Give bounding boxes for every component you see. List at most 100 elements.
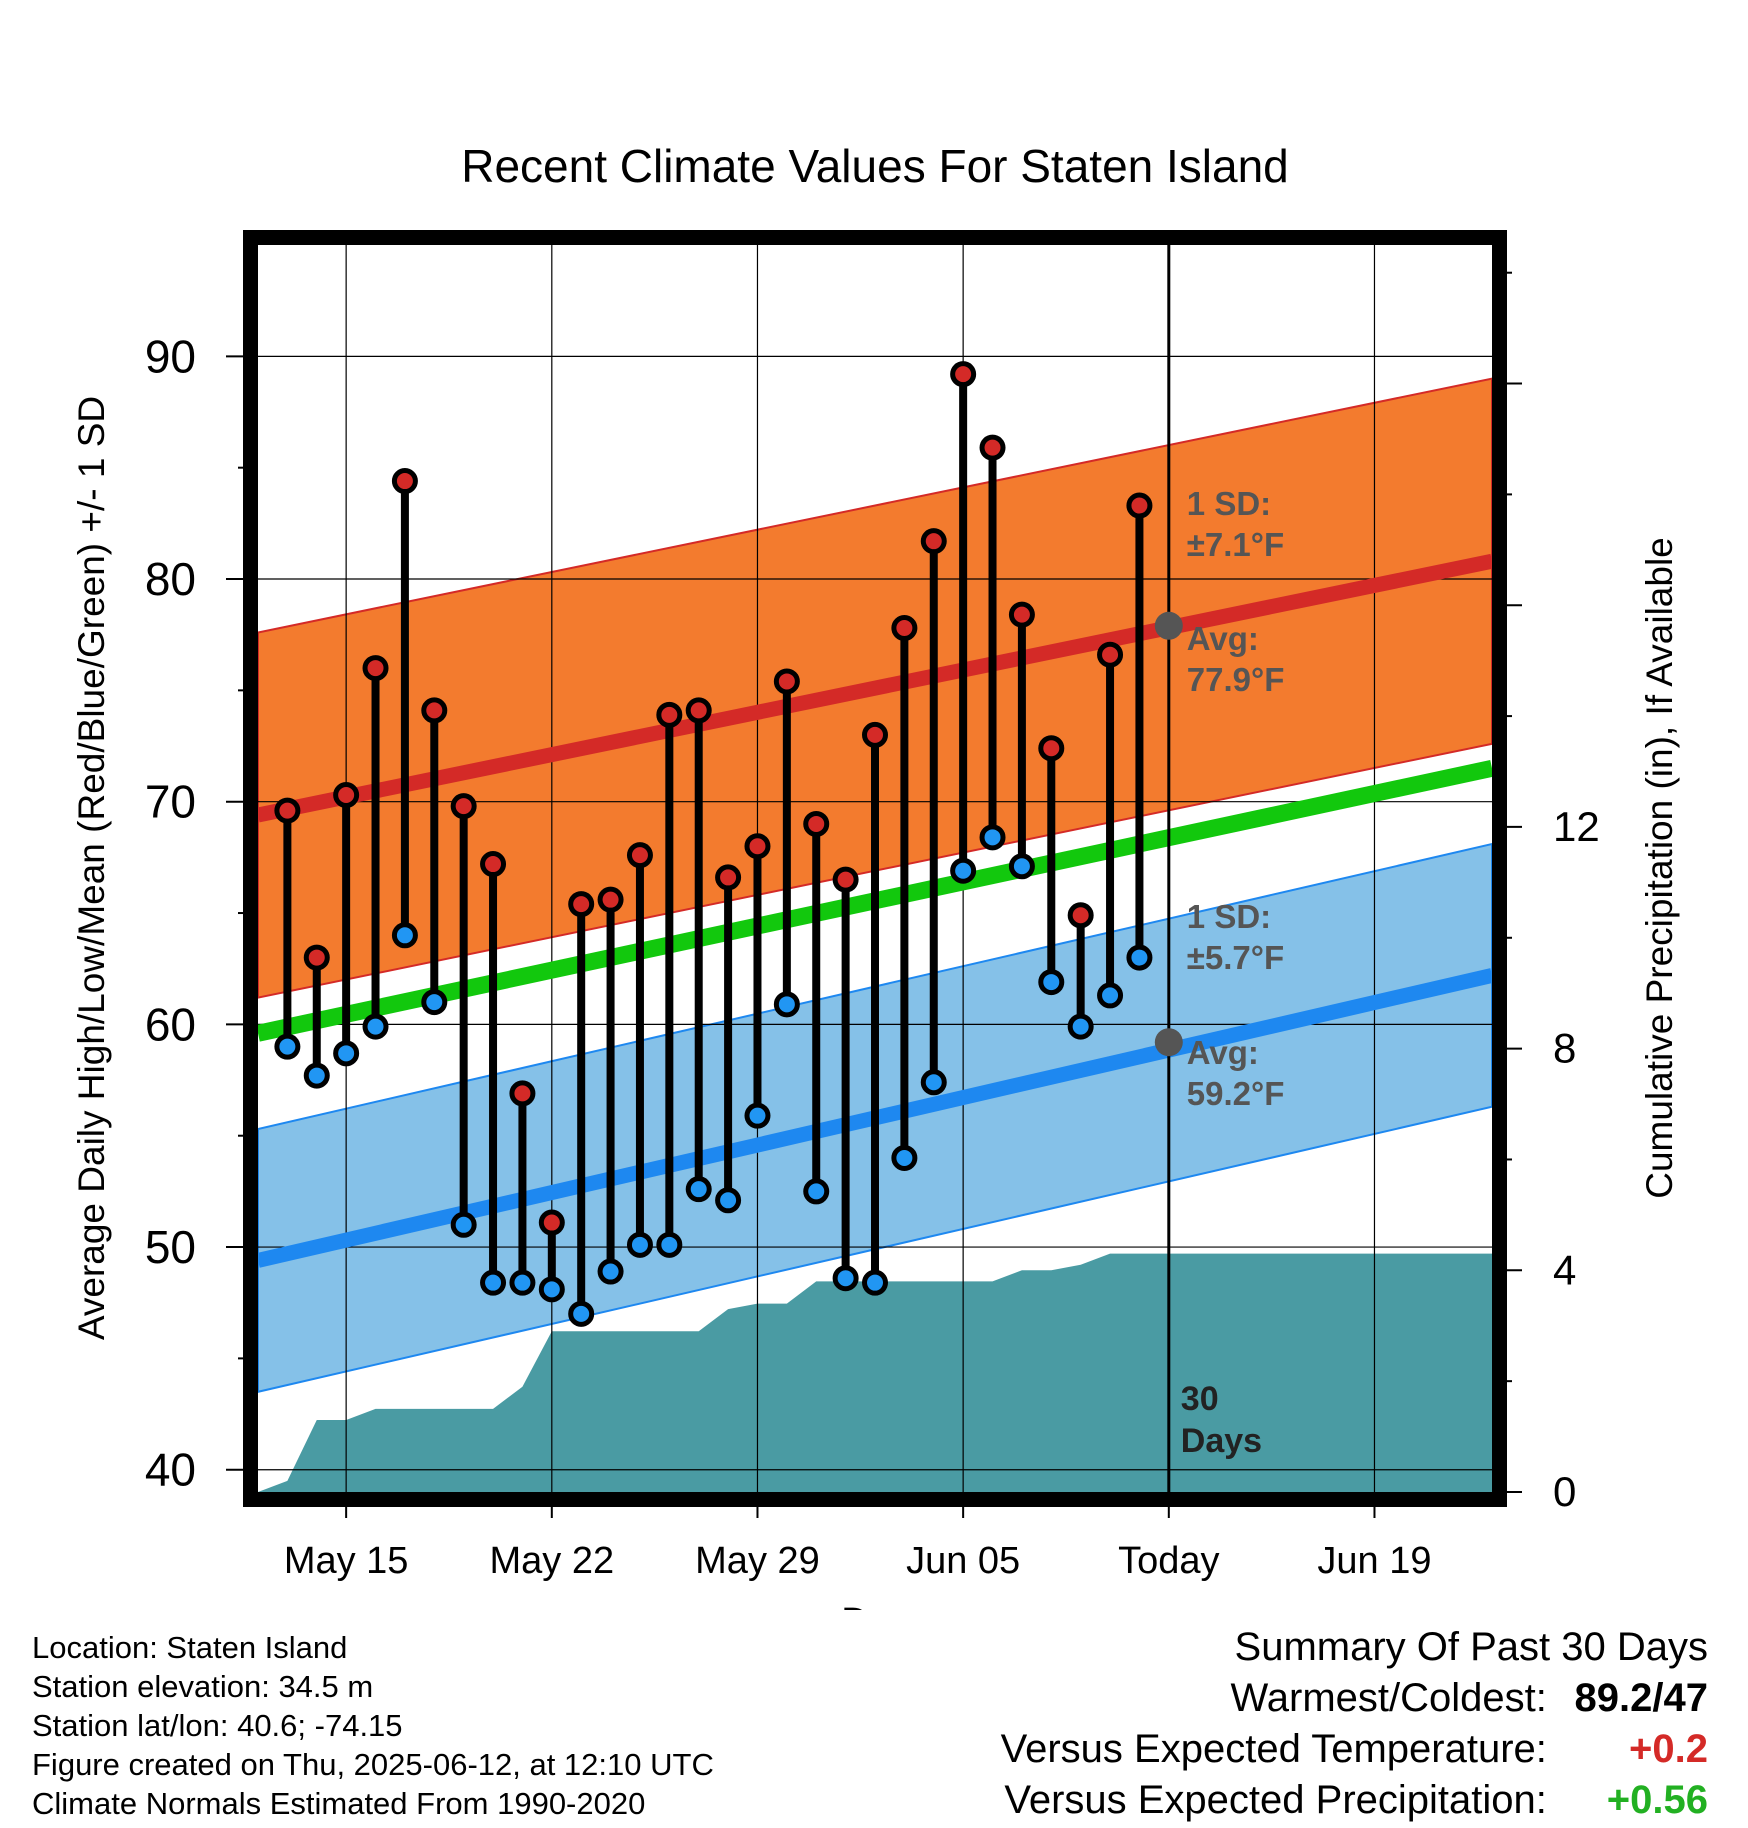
low-marker	[274, 1033, 301, 1060]
high-marker	[950, 361, 977, 388]
precip-row: Versus Expected Precipitation: +0.56	[1001, 1775, 1708, 1826]
low-marker	[832, 1265, 859, 1292]
x-tick-label: May 29	[695, 1540, 820, 1582]
low-marker	[1008, 853, 1035, 880]
high-marker	[274, 797, 301, 824]
climate-chart: 1 SD: ±7.1°F Avg: 77.9°F 1 SD: ±5.7°F Avg: 59.2…	[71, 140, 1680, 1610]
window-label-days-count: 30	[1181, 1380, 1219, 1418]
temp-label: Versus Expected Temperature:	[1000, 1727, 1547, 1771]
created-text: Figure created on Thu, 2025-06-12, at 12…	[32, 1747, 714, 1782]
high-marker	[862, 721, 888, 748]
high-sd-label: 1 SD:	[1187, 485, 1271, 522]
chart-title: Recent Climate Values For Staten Island	[461, 140, 1289, 192]
high-marker	[920, 528, 947, 555]
low-marker	[421, 989, 448, 1016]
warmest-row: Warmest/Coldest: 89.2/47	[1001, 1673, 1709, 1724]
high-marker	[1097, 641, 1124, 668]
y-tick-label: 90	[145, 330, 196, 382]
low-marker	[597, 1258, 624, 1285]
y2-tick-label: 4	[1553, 1246, 1576, 1293]
high-marker	[568, 891, 595, 918]
high-marker	[391, 468, 418, 495]
plot-area: 1 SD: ±7.1°F Avg: 77.9°F 1 SD: ±5.7°F Avg: 59.2…	[258, 245, 1492, 1492]
high-marker	[626, 842, 653, 869]
low-marker	[979, 824, 1006, 851]
location-text: Location: Staten Island	[32, 1630, 348, 1665]
precip-label: Versus Expected Precipitation:	[1004, 1778, 1547, 1822]
high-marker	[656, 701, 683, 728]
summary-title: Summary Of Past 30 Days	[1234, 1625, 1708, 1669]
normals-text: Climate Normals Estimated From 1990-2020	[32, 1786, 646, 1821]
high-avg-value: 77.9°F	[1187, 661, 1285, 698]
station-info: Location: Staten Island Station elevatio…	[32, 1628, 714, 1823]
low-marker	[656, 1231, 683, 1258]
high-marker	[715, 864, 742, 891]
x-tick-label: May 22	[489, 1540, 614, 1582]
x-tick-label: Today	[1118, 1540, 1219, 1582]
low-marker	[480, 1269, 507, 1296]
low-marker	[920, 1069, 947, 1096]
low-marker	[1067, 1013, 1094, 1040]
high-marker	[744, 833, 771, 860]
low-marker	[568, 1300, 595, 1327]
y2-tick-label: 0	[1553, 1468, 1576, 1515]
low-marker	[626, 1231, 653, 1258]
x-tick-label: Jun 19	[1317, 1540, 1431, 1582]
y-tick-label: 60	[145, 998, 196, 1050]
plot-frame	[243, 230, 1507, 1507]
high-marker	[773, 668, 800, 695]
low-sd-value: ±5.7°F	[1187, 939, 1284, 976]
low-marker	[1126, 944, 1153, 971]
high-sd-value: ±7.1°F	[1187, 526, 1284, 563]
low-marker	[950, 857, 977, 884]
temp-value: +0.2	[1629, 1727, 1708, 1771]
low-avg-label: Avg:	[1187, 1034, 1259, 1071]
low-marker	[773, 991, 800, 1018]
high-marker	[1067, 902, 1094, 929]
low-marker	[509, 1269, 536, 1296]
high-marker	[1008, 601, 1035, 628]
high-marker	[303, 944, 330, 971]
elevation-text: Station elevation: 34.5 m	[32, 1669, 374, 1704]
low-marker	[715, 1187, 742, 1214]
x-axis-label: Day	[841, 1601, 909, 1610]
high-marker	[832, 866, 859, 893]
high-marker	[538, 1209, 565, 1236]
precip-area	[258, 1253, 1492, 1492]
high-marker	[509, 1080, 536, 1107]
latlon-text: Station lat/lon: 40.6; -74.15	[32, 1708, 403, 1743]
high-marker	[362, 655, 389, 682]
high-marker	[1126, 492, 1153, 519]
low-avg-value: 59.2°F	[1187, 1075, 1285, 1112]
warmest-label: Warmest/Coldest:	[1230, 1676, 1547, 1720]
high-marker	[685, 697, 712, 724]
y2-axis-label: Cumulative Precipitation (in), If Availa…	[1639, 537, 1680, 1199]
y-axis-label: Average Daily High/Low/Mean (Red/Blue/Gr…	[71, 396, 112, 1340]
high-marker	[450, 793, 477, 820]
high-marker	[333, 782, 360, 809]
low-marker	[303, 1062, 330, 1089]
low-marker	[685, 1176, 712, 1203]
today-low-avg-dot	[1154, 1028, 1183, 1057]
y-tick-label: 40	[145, 1444, 196, 1496]
high-marker	[421, 697, 448, 724]
precip-value: +0.56	[1606, 1778, 1708, 1822]
low-marker	[862, 1269, 888, 1296]
high-marker	[1038, 735, 1065, 762]
normal-high-line	[258, 553, 1492, 823]
temp-row: Versus Expected Temperature: +0.2	[1001, 1724, 1708, 1775]
summary-panel: Summary Of Past 30 Days Warmest/Coldest:…	[1001, 1622, 1708, 1826]
high-marker	[803, 810, 830, 837]
window-label-days-word: Days	[1181, 1422, 1262, 1460]
today-high-avg-dot	[1154, 611, 1183, 640]
warmest-value: 89.2/47	[1574, 1676, 1708, 1720]
low-marker	[803, 1178, 830, 1205]
y-tick-label: 50	[145, 1221, 196, 1273]
high-marker	[480, 851, 507, 878]
high-marker	[979, 434, 1006, 461]
y-tick-label: 80	[145, 553, 196, 605]
high-avg-label: Avg:	[1187, 620, 1259, 657]
low-marker	[744, 1102, 771, 1129]
high-marker	[891, 615, 918, 642]
low-marker	[538, 1276, 565, 1303]
